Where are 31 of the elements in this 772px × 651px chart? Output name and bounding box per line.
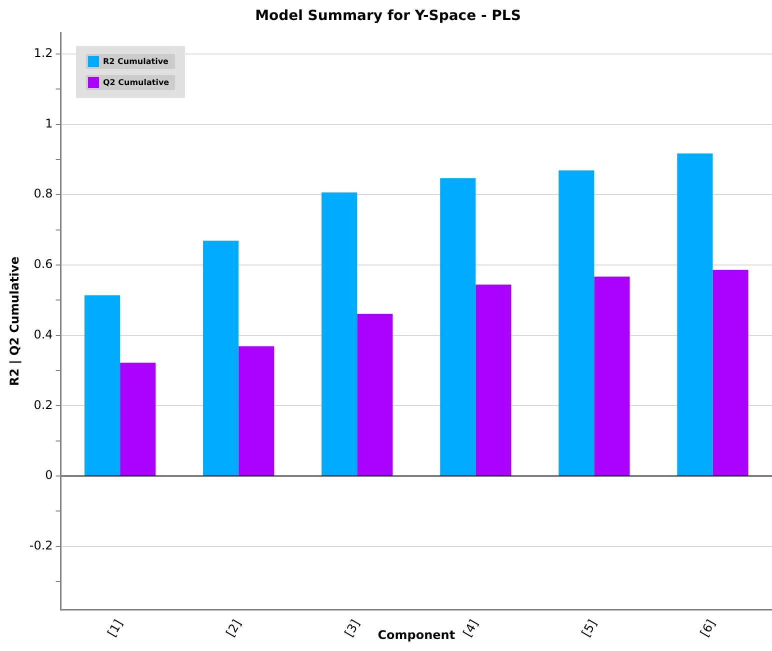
- bar: [322, 192, 358, 476]
- x-tick-label: [3]: [342, 617, 362, 640]
- y-tick-label: -0.2: [29, 538, 53, 552]
- x-tick-label: [2]: [223, 617, 244, 640]
- y-tick-label: 0.6: [34, 257, 53, 272]
- chart-title: Model Summary for Y-Space - PLS: [255, 8, 521, 24]
- bar: [238, 346, 274, 476]
- bar: [357, 314, 393, 476]
- y-tick-label: 1.2: [34, 46, 53, 60]
- y-tick-label: 0.2: [34, 398, 53, 412]
- x-tick-label: [5]: [578, 617, 600, 640]
- y-tick-label: 0: [45, 468, 53, 482]
- y-tick-label: 0.4: [34, 327, 53, 342]
- bar: [203, 240, 239, 476]
- bar: [476, 284, 512, 476]
- x-tick-label: [6]: [697, 617, 718, 640]
- bar: [594, 276, 630, 476]
- bar: [440, 178, 476, 476]
- bar: [120, 362, 156, 476]
- y-tick-label: 1: [45, 116, 53, 130]
- y-tick-label: 0.8: [34, 186, 53, 201]
- x-tick-label: [1]: [104, 617, 126, 640]
- legend-label: Q2 Cumulative: [103, 78, 170, 87]
- bar: [558, 170, 594, 476]
- bar: [712, 270, 748, 476]
- x-tick-label: [4]: [460, 617, 481, 640]
- legend-label: R2 Cumulative: [103, 57, 168, 66]
- y-axis-title: R2 | Q2 Cumulative: [7, 256, 22, 386]
- bar: [84, 295, 120, 476]
- x-axis-title: Component: [378, 628, 456, 642]
- bar: [677, 153, 713, 476]
